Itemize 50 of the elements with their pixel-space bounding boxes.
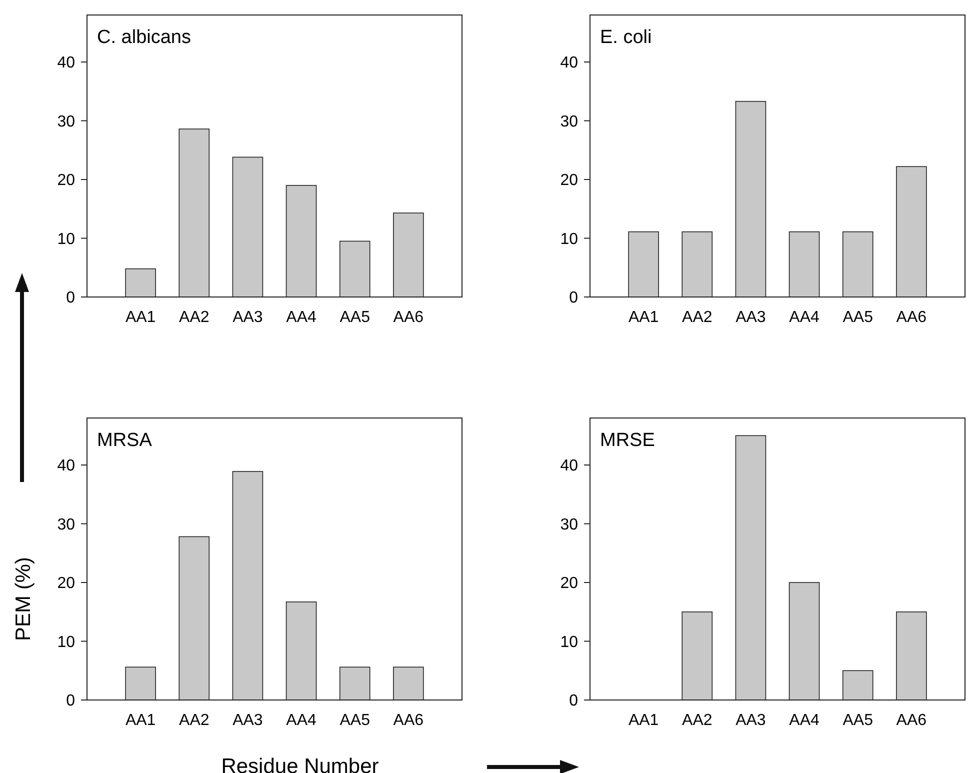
y-tick-label: 0 [569,290,578,307]
x-tick-label: AA6 [896,309,927,326]
text: E. coli [600,27,652,48]
y-tick-label: 10 [560,634,578,651]
x-tick-label: AA6 [393,712,424,729]
text: MRSE [600,430,655,451]
x-tick-label: AA3 [736,309,766,326]
x-tick-label: AA2 [682,309,712,326]
x-tick-label: AA5 [340,309,370,326]
x-tick-label: AA3 [232,712,263,729]
y-tick-label: 30 [57,516,76,534]
x-tick-label: AA3 [232,309,263,326]
x-tick-label: AA5 [340,712,370,729]
y-tick-label: 40 [560,54,578,72]
y-tick-label: 10 [57,230,76,248]
x-axis-title: Residue Number [221,755,379,773]
x-tick-label: AA4 [789,309,820,326]
y-tick-label: 0 [66,692,76,710]
y-tick-label: 10 [57,634,76,651]
y-tick-label: 30 [560,113,578,130]
x-tick-label: AA5 [842,712,874,729]
y-tick-label: 20 [57,172,76,190]
y-tick-label: 40 [57,458,76,475]
x-tick-label: AA1 [125,309,156,326]
x-tick-label: AA2 [179,309,210,326]
x-tick-label: AA4 [789,712,820,729]
y-tick-label: 40 [57,54,76,72]
y-tick-label: 30 [560,516,578,534]
y-tick-label: 40 [560,458,578,475]
y-tick-label: 20 [57,575,76,592]
y-tick-label: 20 [560,575,578,592]
x-tick-label: AA1 [125,712,156,729]
x-tick-label: AA4 [286,309,317,326]
x-tick-label: AA1 [628,712,659,729]
y-axis-title: PEM (%) [12,557,35,641]
x-tick-label: AA6 [393,309,424,326]
y-tick-label: 0 [66,290,76,307]
text: C. albicans [97,27,191,48]
text: MRSA [97,430,152,451]
y-tick-label: 30 [57,113,76,130]
x-tick-label: AA5 [842,309,874,326]
y-tick-label: 10 [560,230,578,248]
x-tick-label: AA1 [628,309,659,326]
x-tick-label: AA3 [736,712,766,729]
y-tick-label: 20 [560,172,578,190]
y-tick-label: 0 [569,692,578,710]
x-tick-label: AA6 [896,712,927,729]
x-tick-label: AA2 [179,712,210,729]
x-tick-label: AA2 [682,712,712,729]
x-tick-label: AA4 [286,712,317,729]
